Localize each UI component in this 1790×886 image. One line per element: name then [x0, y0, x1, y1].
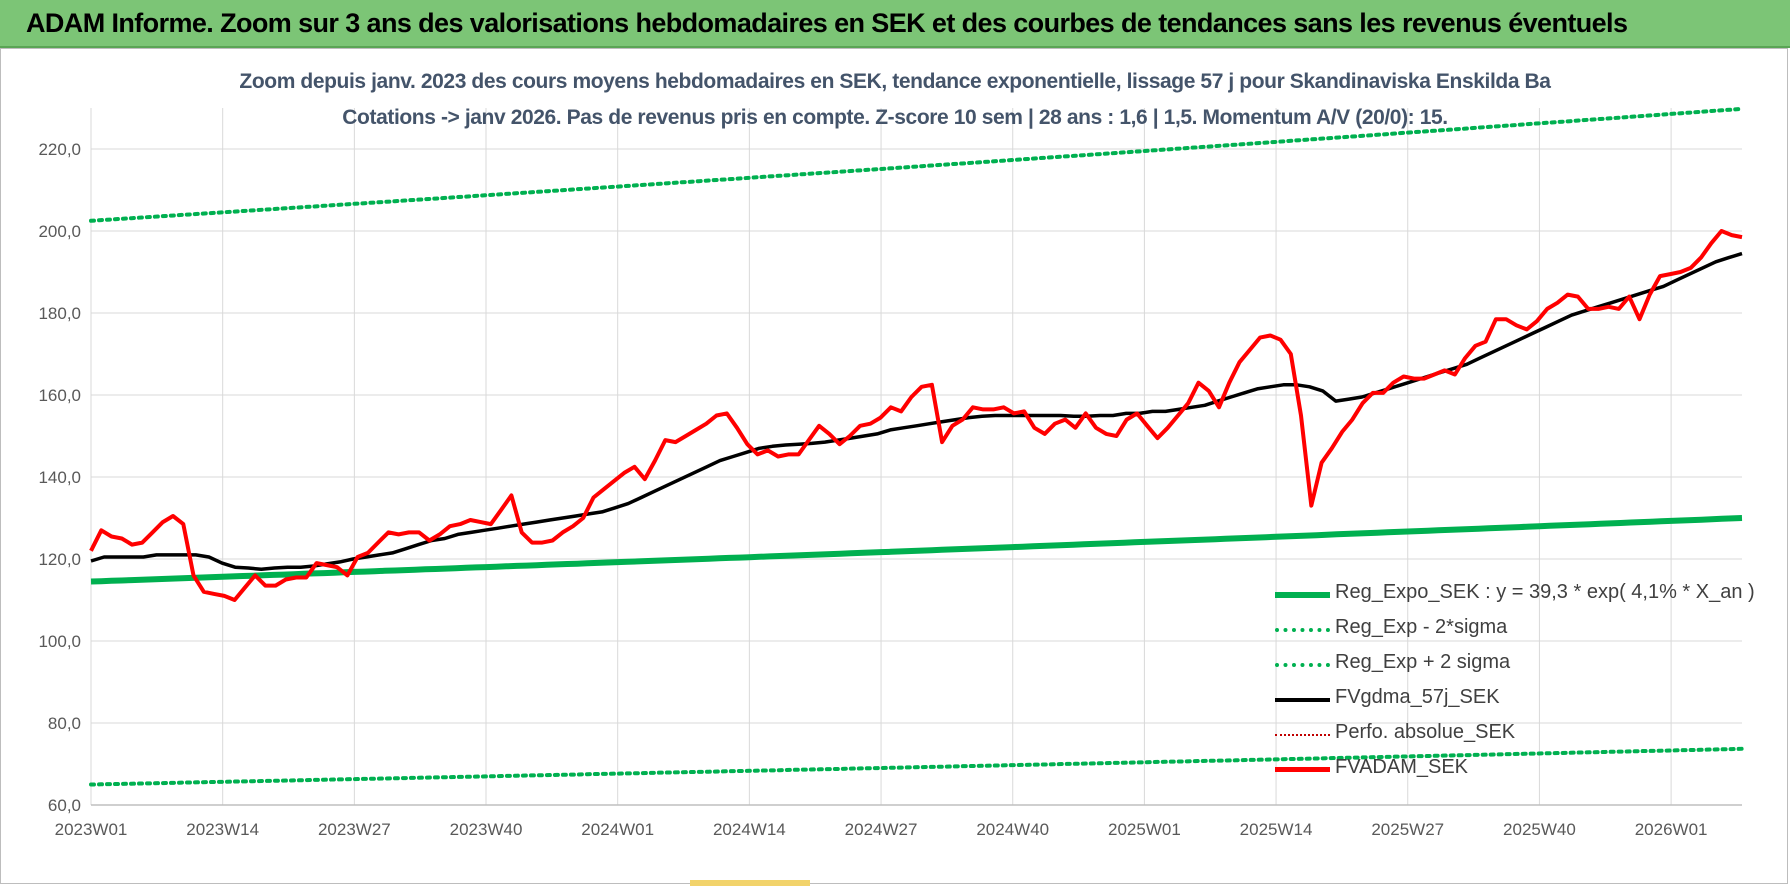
scroll-indicator [690, 880, 810, 886]
legend-swatch-plus-sigma [1275, 663, 1330, 667]
x-tick-label: 2025W40 [1503, 820, 1576, 839]
y-tick-label: 180,0 [38, 304, 81, 323]
legend-swatch-perfo [1275, 734, 1330, 736]
legend-label-minus-sigma: Reg_Exp - 2*sigma [1335, 616, 1508, 638]
x-tick-label: 2024W01 [581, 820, 654, 839]
legend-label-fvgdma: FVgdma_57j_SEK [1335, 686, 1500, 708]
legend-swatch-fvgdma [1275, 698, 1330, 702]
x-tick-label: 2025W27 [1371, 820, 1444, 839]
x-tick-label: 2023W27 [318, 820, 391, 839]
y-axis-ticks: 60,0 80,0 100,0 120,0 140,0 160,0 180,0 200,0 22… [38, 140, 81, 815]
x-tick-label: 2025W01 [1108, 820, 1181, 839]
legend-label-plus-sigma: Reg_Exp + 2 sigma [1335, 651, 1511, 673]
x-tick-label: 2024W14 [713, 820, 786, 839]
series-reg-minus-2sigma [89, 746, 1744, 787]
x-tick-label: 2023W40 [450, 820, 523, 839]
y-tick-label: 100,0 [38, 632, 81, 651]
x-tick-label: 2023W01 [55, 820, 128, 839]
y-tick-label: 140,0 [38, 468, 81, 487]
y-tick-label: 120,0 [38, 550, 81, 569]
legend-swatch-fvadam [1275, 767, 1330, 772]
chart-title-line1: Zoom depuis janv. 2023 des cours moyens … [239, 70, 1551, 93]
series-fvadam [89, 229, 1743, 602]
series-fvgdma-57j [90, 251, 1743, 572]
legend-swatch-reg-expo [1275, 592, 1330, 598]
y-tick-label: 160,0 [38, 386, 81, 405]
x-tick-label: 2025W14 [1240, 820, 1313, 839]
x-tick-label: 2023W14 [186, 820, 259, 839]
legend-label-fvadam: FVADAM_SEK [1335, 756, 1468, 778]
report-title: ADAM Informe. Zoom sur 3 ans des valoris… [26, 8, 1628, 38]
x-axis-ticks: 2023W01 2023W14 2023W27 2023W40 2024W01 2024W… [55, 820, 1708, 839]
gridlines [90, 108, 1742, 806]
y-tick-label: 80,0 [48, 714, 81, 733]
legend-label-perfo: Perfo. absolue_SEK [1335, 721, 1516, 743]
series-lines [89, 106, 1744, 787]
y-tick-label: 200,0 [38, 222, 81, 241]
chart-title-line2: Cotations -> janv 2026. Pas de revenus p… [342, 106, 1448, 129]
series-reg-plus-2sigma [89, 106, 1744, 223]
series-reg-expo [90, 515, 1743, 585]
report-header: ADAM Informe. Zoom sur 3 ans des valoris… [0, 0, 1790, 48]
x-tick-label: 2024W27 [845, 820, 918, 839]
legend-label-reg-expo: Reg_Expo_SEK : y = 39,3 * exp( 4,1% * X_… [1335, 581, 1755, 603]
chart-frame [0, 48, 1788, 884]
x-tick-label: 2024W40 [976, 820, 1049, 839]
y-tick-label: 220,0 [38, 140, 81, 159]
y-tick-label: 60,0 [48, 796, 81, 815]
legend-swatch-minus-sigma [1275, 628, 1330, 632]
x-tick-label: 2026W01 [1635, 820, 1708, 839]
